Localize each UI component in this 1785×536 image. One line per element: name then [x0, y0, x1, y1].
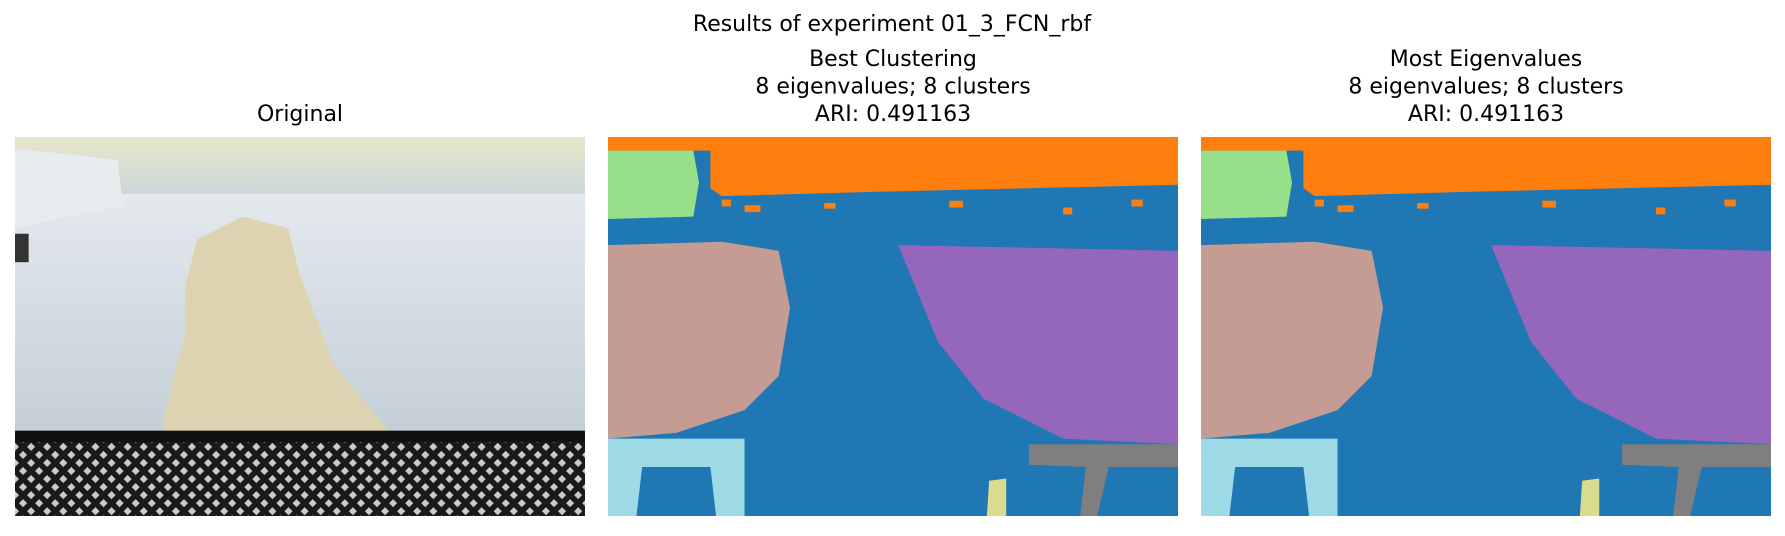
clustering-image	[608, 137, 1178, 516]
panel-title: 8 eigenvalues; 8 clusters	[755, 75, 1030, 100]
figure-title: Results of experiment 01_3_FCN_rbf	[693, 12, 1092, 37]
panel-title: ARI: 0.491163	[1408, 102, 1564, 127]
panel-title: Best Clustering	[809, 47, 977, 72]
panel-title: 8 eigenvalues; 8 clusters	[1348, 75, 1623, 100]
eigenvalues-image	[1201, 137, 1771, 516]
panel-title: Original	[257, 102, 343, 127]
original-image	[15, 137, 585, 516]
panel-title: Most Eigenvalues	[1390, 47, 1583, 72]
panel-title: ARI: 0.491163	[815, 102, 971, 127]
